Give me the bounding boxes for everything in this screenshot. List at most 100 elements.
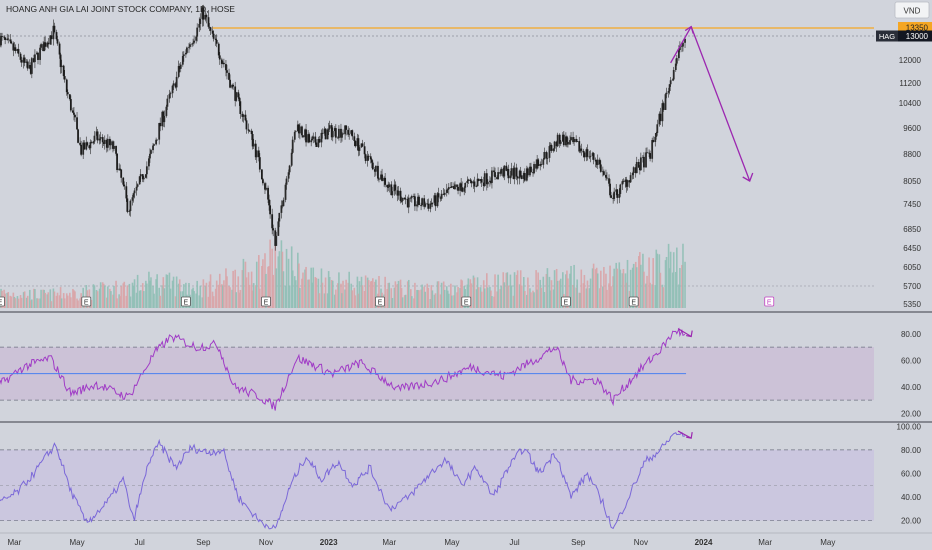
rsi-pane[interactable] xyxy=(0,327,874,411)
volume-bar xyxy=(141,283,144,308)
candle-body xyxy=(439,197,442,199)
stochastic-rsi-pane[interactable] xyxy=(0,430,874,530)
volume-bar xyxy=(335,289,337,308)
candle-body xyxy=(272,228,275,231)
earnings-marker-icon[interactable]: E xyxy=(261,296,271,307)
volume-bar xyxy=(520,285,523,308)
volume-bar xyxy=(159,295,162,308)
volume-bar xyxy=(231,289,233,308)
earnings-marker-icon[interactable]: E xyxy=(764,296,775,307)
volume-bar xyxy=(542,276,545,308)
volume-bar xyxy=(6,292,8,308)
divergence-arrow[interactable] xyxy=(677,328,692,338)
candle-body xyxy=(605,174,607,178)
volume-bar xyxy=(217,284,220,308)
earnings-marker-icon[interactable]: E xyxy=(0,296,5,307)
volume-bar xyxy=(321,282,324,308)
candle-body xyxy=(525,168,528,181)
volume-bar xyxy=(106,297,108,308)
projection-up-arrow[interactable] xyxy=(670,26,692,64)
volume-bar xyxy=(679,267,681,308)
volume-bar xyxy=(244,261,247,308)
candle-body xyxy=(401,197,404,201)
projection-down-arrow[interactable] xyxy=(690,26,751,182)
candle-body xyxy=(447,187,450,190)
volume-bar xyxy=(672,252,675,308)
earnings-marker-icon[interactable]: E xyxy=(180,296,191,307)
volume-bar xyxy=(567,278,569,308)
candle-body xyxy=(483,173,486,186)
volume-bar xyxy=(26,295,29,308)
candle-body xyxy=(638,167,641,171)
candle-body xyxy=(46,42,49,47)
earnings-marker-icon[interactable]: E xyxy=(81,296,92,307)
candle-body xyxy=(434,195,437,207)
series-line[interactable] xyxy=(0,327,686,411)
candle-body xyxy=(466,180,469,183)
earnings-marker-icon[interactable]: E xyxy=(628,296,639,307)
volume-bar xyxy=(331,280,334,308)
volume-bar xyxy=(502,272,505,308)
candle-body xyxy=(132,193,135,198)
volume-bar xyxy=(535,270,537,308)
volume-bar xyxy=(546,268,549,308)
volume-bar xyxy=(431,290,434,308)
earnings-markers[interactable]: EEEEEEEEE xyxy=(0,296,775,307)
price-axis[interactable]: 12000 11200 10400 9600 8800 8050 7450 6850 6450 6… xyxy=(876,22,932,309)
candle-body xyxy=(152,145,154,151)
volume-bar xyxy=(648,257,650,308)
candle-body xyxy=(169,93,172,95)
earnings-marker-icon[interactable]: E xyxy=(375,296,385,307)
volume-bar xyxy=(317,278,320,308)
volume-bar xyxy=(132,286,135,308)
volume-bar xyxy=(128,283,131,308)
candle-body xyxy=(238,97,241,102)
price-pane[interactable]: EEEEEEEEE xyxy=(0,4,874,308)
candle-body xyxy=(17,49,20,54)
volume-bar xyxy=(643,271,645,308)
candle-body xyxy=(632,167,635,173)
volume-bar xyxy=(345,279,347,308)
volume-bar xyxy=(183,284,185,308)
volume-bar xyxy=(245,277,248,308)
candle-body xyxy=(149,153,151,159)
volume-bar xyxy=(351,290,354,308)
candle-body xyxy=(196,27,199,37)
candle-body xyxy=(92,141,95,144)
candle-body xyxy=(68,94,71,100)
candle-body xyxy=(211,30,214,34)
candle-body xyxy=(99,137,102,139)
currency-button[interactable]: VND xyxy=(894,1,930,19)
time-axis[interactable]: Mar May Jul Sep Nov 2023 Mar May Jul Sep Nov 2024 Ma… xyxy=(0,532,932,547)
divergence-arrow[interactable] xyxy=(677,430,692,439)
series-line[interactable] xyxy=(0,431,686,530)
candle-body xyxy=(297,124,300,134)
volume-bar xyxy=(399,279,402,308)
volume-bar xyxy=(146,283,148,308)
price-tick-label: 6050 xyxy=(903,263,921,272)
candle-body xyxy=(440,193,443,199)
price-tick-label: 8050 xyxy=(903,177,921,186)
candle-body xyxy=(330,125,333,138)
volume-bar xyxy=(337,283,339,308)
volume-bar xyxy=(212,296,215,308)
earnings-marker-icon[interactable]: E xyxy=(560,296,571,307)
volume-bar xyxy=(248,284,251,308)
volume-bar xyxy=(358,281,361,308)
volume-bar xyxy=(320,268,323,308)
earnings-marker-icon[interactable]: E xyxy=(461,296,472,307)
candle-body xyxy=(79,142,82,145)
candle-body xyxy=(274,230,277,246)
volume-bar xyxy=(96,291,99,308)
stochastic-rsi-axis[interactable]: 100.00 80.00 60.00 40.00 20.00 xyxy=(897,422,922,525)
candle-body xyxy=(348,133,351,135)
rsi-axis[interactable]: 80.00 60.00 40.00 20.00 xyxy=(901,330,922,418)
candle-body xyxy=(381,174,383,181)
candle-body xyxy=(116,153,118,171)
volume-bar xyxy=(101,282,104,308)
volume-bar xyxy=(305,266,307,308)
candle-body xyxy=(386,184,389,188)
projection-arrows[interactable] xyxy=(670,25,754,182)
volume-bar xyxy=(162,277,165,308)
